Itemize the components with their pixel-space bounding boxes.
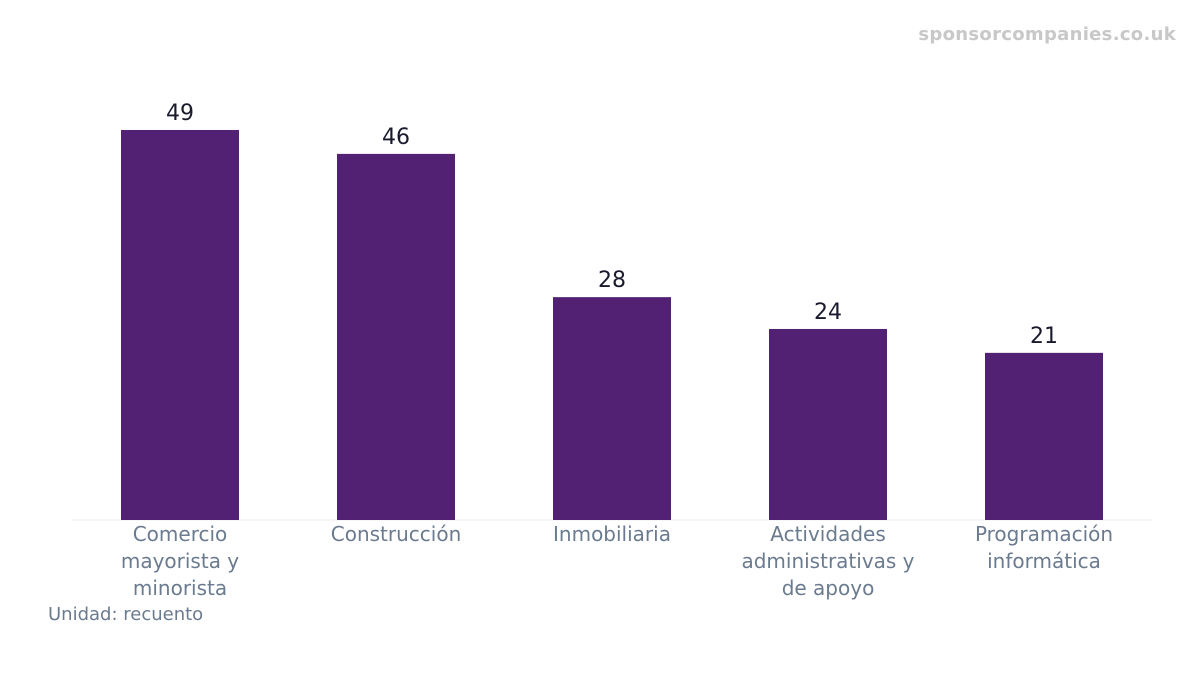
tick-label-4: Programación informática	[975, 522, 1113, 573]
value-label-4: 21	[1030, 324, 1058, 349]
tick-label-line: Actividades	[770, 522, 886, 546]
tick-label-line: informática	[987, 549, 1101, 573]
bar-0	[121, 130, 239, 520]
tick-label-line: administrativas y	[741, 549, 914, 573]
bar-4	[985, 352, 1103, 520]
tick-label-3: Actividades administrativas y de apoyo	[741, 522, 914, 600]
tick-labels-group: Comercio mayorista y minorista Construcción…	[121, 522, 1113, 600]
tick-label-line: Comercio	[133, 522, 228, 546]
tick-label-line: Inmobiliaria	[553, 522, 671, 546]
tick-label-line: mayorista y	[121, 549, 239, 573]
bars-group	[121, 130, 1103, 520]
watermark: sponsorcompanies.co.uk	[918, 24, 1176, 45]
value-label-1: 46	[382, 125, 410, 150]
bar-2	[553, 297, 671, 520]
tick-label-2: Inmobiliaria	[553, 522, 671, 546]
value-label-2: 28	[598, 268, 626, 293]
tick-label-line: Programación	[975, 522, 1113, 546]
bar-3	[769, 328, 887, 520]
tick-label-line: Construcción	[331, 522, 462, 546]
tick-label-1: Construcción	[331, 522, 462, 546]
value-labels-group: 49 46 28 24 21	[166, 101, 1058, 349]
tick-label-line: minorista	[133, 576, 227, 600]
value-label-0: 49	[166, 101, 194, 126]
value-label-3: 24	[814, 300, 842, 325]
tick-label-0: Comercio mayorista y minorista	[121, 522, 239, 600]
bar-1	[337, 153, 455, 520]
unit-note: Unidad: recuento	[48, 604, 204, 625]
tick-label-line: de apoyo	[782, 576, 875, 600]
